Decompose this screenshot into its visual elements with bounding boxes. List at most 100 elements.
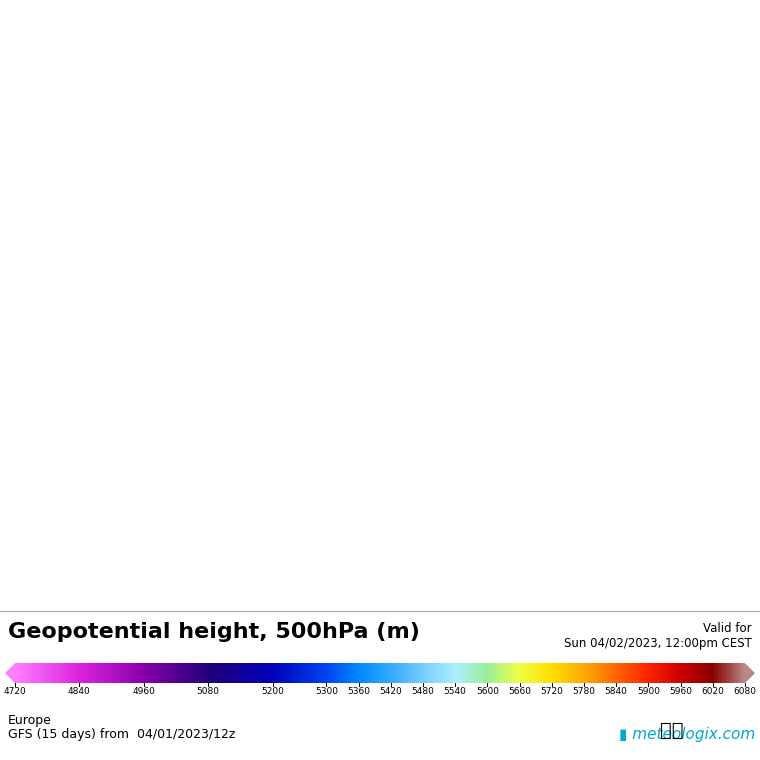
- Bar: [468, 663, 470, 683]
- Bar: [562, 663, 563, 683]
- Bar: [534, 663, 536, 683]
- Bar: [247, 663, 250, 683]
- Bar: [397, 663, 399, 683]
- Bar: [539, 663, 540, 683]
- Bar: [500, 663, 502, 683]
- Bar: [681, 663, 682, 683]
- Bar: [426, 663, 428, 683]
- Bar: [337, 663, 339, 683]
- Bar: [234, 663, 237, 683]
- Bar: [105, 663, 109, 683]
- Bar: [308, 663, 310, 683]
- Bar: [661, 663, 663, 683]
- Bar: [733, 663, 736, 683]
- Bar: [131, 663, 135, 683]
- Text: 5780: 5780: [572, 687, 596, 696]
- Bar: [313, 663, 315, 683]
- Bar: [50, 663, 54, 683]
- Bar: [613, 663, 615, 683]
- Bar: [96, 663, 99, 683]
- Bar: [492, 663, 494, 683]
- Bar: [727, 663, 729, 683]
- Bar: [621, 663, 622, 683]
- Text: 5420: 5420: [379, 687, 402, 696]
- Bar: [415, 663, 416, 683]
- Bar: [591, 663, 592, 683]
- Bar: [291, 663, 294, 683]
- Bar: [273, 663, 275, 683]
- Bar: [711, 663, 713, 683]
- Bar: [349, 663, 350, 683]
- Bar: [195, 663, 198, 683]
- Bar: [529, 663, 530, 683]
- Bar: [394, 663, 395, 683]
- Bar: [739, 663, 740, 683]
- Bar: [729, 663, 730, 683]
- Bar: [189, 663, 192, 683]
- Bar: [432, 663, 434, 683]
- Bar: [527, 663, 529, 683]
- Bar: [568, 663, 569, 683]
- Bar: [523, 663, 524, 683]
- Bar: [257, 663, 260, 683]
- Bar: [481, 663, 483, 683]
- Bar: [157, 663, 160, 683]
- Bar: [270, 663, 273, 683]
- Bar: [743, 663, 745, 683]
- Bar: [392, 663, 394, 683]
- Bar: [629, 663, 631, 683]
- Bar: [352, 663, 353, 683]
- Text: 5660: 5660: [508, 687, 531, 696]
- Bar: [742, 663, 743, 683]
- Bar: [489, 663, 490, 683]
- Polygon shape: [5, 663, 15, 683]
- Bar: [138, 663, 141, 683]
- Bar: [513, 663, 515, 683]
- Bar: [350, 663, 352, 683]
- Bar: [368, 663, 370, 683]
- Bar: [135, 663, 138, 683]
- Bar: [579, 663, 581, 683]
- Bar: [476, 663, 478, 683]
- Bar: [578, 663, 579, 683]
- Bar: [632, 663, 634, 683]
- Bar: [359, 663, 360, 683]
- Bar: [428, 663, 429, 683]
- Bar: [315, 663, 318, 683]
- Bar: [63, 663, 67, 683]
- Bar: [231, 663, 234, 683]
- Bar: [339, 663, 340, 683]
- Bar: [173, 663, 176, 683]
- Bar: [507, 663, 508, 683]
- Bar: [179, 663, 182, 683]
- Bar: [526, 663, 527, 683]
- Bar: [438, 663, 439, 683]
- Bar: [587, 663, 589, 683]
- Bar: [524, 663, 526, 683]
- Bar: [169, 663, 173, 683]
- Bar: [582, 663, 584, 683]
- Bar: [615, 663, 616, 683]
- Bar: [723, 663, 724, 683]
- Bar: [399, 663, 401, 683]
- Bar: [385, 663, 386, 683]
- Bar: [41, 663, 44, 683]
- Bar: [429, 663, 431, 683]
- Bar: [118, 663, 122, 683]
- Bar: [597, 663, 598, 683]
- Bar: [608, 663, 610, 683]
- Bar: [343, 663, 344, 683]
- Bar: [404, 663, 405, 683]
- Bar: [395, 663, 397, 683]
- Bar: [218, 663, 221, 683]
- Bar: [439, 663, 441, 683]
- Bar: [299, 663, 302, 683]
- Bar: [405, 663, 407, 683]
- Bar: [638, 663, 641, 683]
- Bar: [379, 663, 381, 683]
- Bar: [651, 663, 653, 683]
- Bar: [566, 663, 568, 683]
- Bar: [455, 663, 457, 683]
- Bar: [502, 663, 503, 683]
- Bar: [581, 663, 582, 683]
